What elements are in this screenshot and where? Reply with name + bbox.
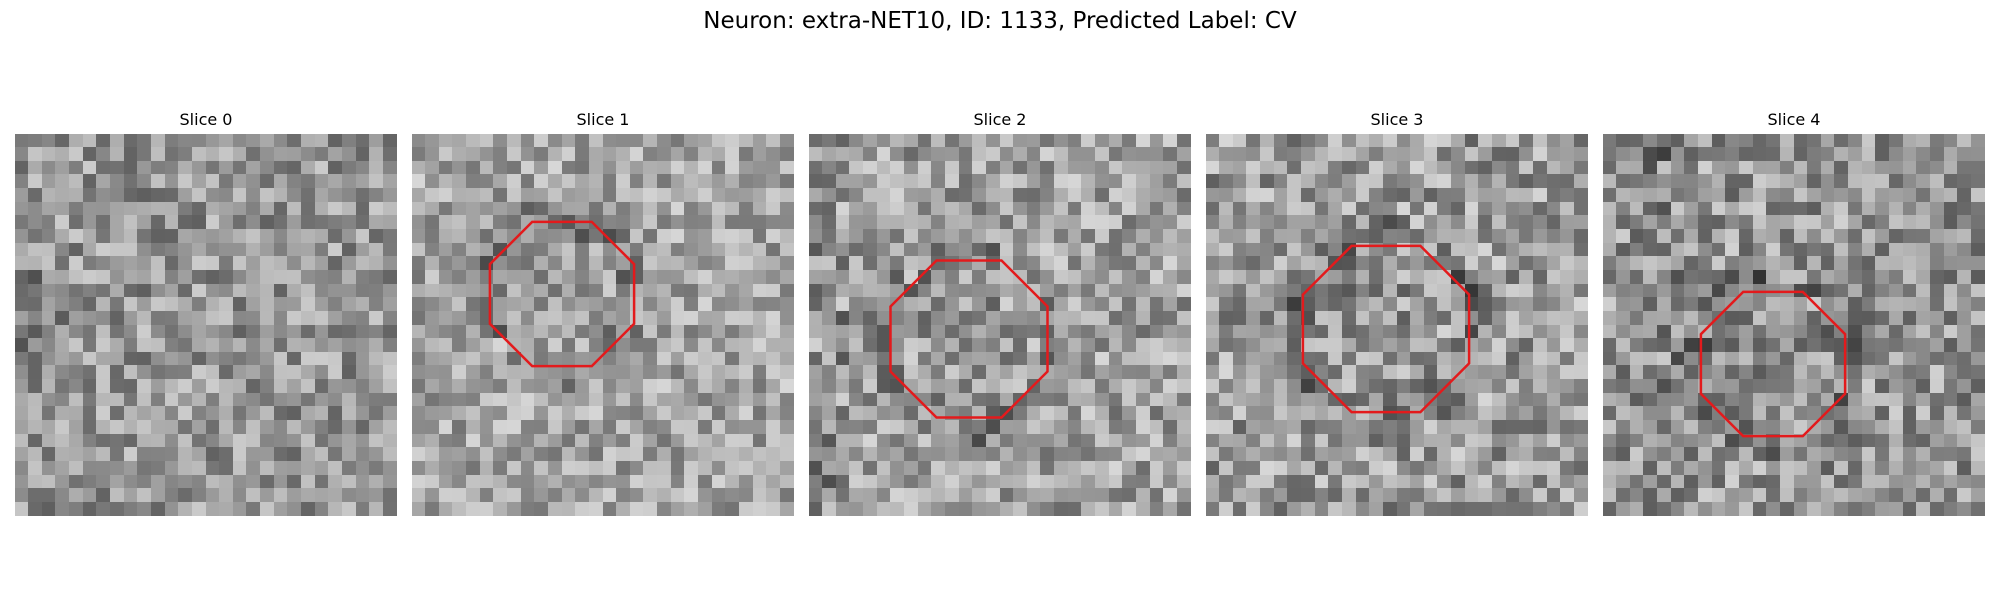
slice-image — [809, 134, 1191, 516]
slice-panel-4: Slice 4 — [1603, 110, 1985, 516]
slice-image — [15, 134, 397, 516]
slice-panel-1: Slice 1 — [412, 110, 794, 516]
slice-image — [1206, 134, 1588, 516]
figure-title: Neuron: extra-NET10, ID: 1133, Predicted… — [0, 8, 2000, 34]
slice-image — [1603, 134, 1985, 516]
slice-panel-3: Slice 3 — [1206, 110, 1588, 516]
slice-panel-2: Slice 2 — [809, 110, 1191, 516]
slice-title: Slice 2 — [809, 110, 1191, 134]
slice-title: Slice 3 — [1206, 110, 1588, 134]
slice-title: Slice 0 — [15, 110, 397, 134]
slice-panel-0: Slice 0 — [15, 110, 397, 516]
slice-image — [412, 134, 794, 516]
slice-title: Slice 1 — [412, 110, 794, 134]
slice-title: Slice 4 — [1603, 110, 1985, 134]
